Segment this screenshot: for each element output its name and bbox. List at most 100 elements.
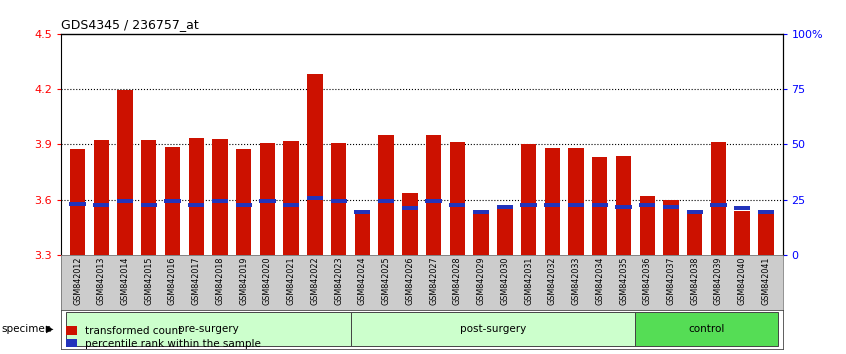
Text: GSM842017: GSM842017 — [192, 257, 201, 305]
Bar — [520, 203, 536, 207]
Bar — [331, 199, 347, 203]
Bar — [212, 199, 228, 203]
Bar — [117, 199, 133, 203]
FancyBboxPatch shape — [350, 312, 635, 346]
Bar — [639, 203, 656, 207]
FancyBboxPatch shape — [66, 312, 350, 346]
Bar — [94, 139, 109, 255]
Legend: transformed count, percentile rank within the sample: transformed count, percentile rank withi… — [66, 326, 261, 349]
Text: GSM842023: GSM842023 — [334, 257, 343, 305]
Bar — [331, 143, 346, 255]
Text: GSM842022: GSM842022 — [310, 257, 320, 305]
Bar — [140, 203, 157, 207]
Bar — [497, 205, 513, 209]
Text: GSM842020: GSM842020 — [263, 257, 272, 305]
Text: GSM842016: GSM842016 — [168, 257, 177, 305]
Text: post-surgery: post-surgery — [460, 324, 526, 334]
Bar — [189, 138, 204, 255]
Bar — [118, 90, 133, 255]
Bar — [260, 143, 275, 255]
Bar — [402, 206, 418, 210]
Bar — [354, 210, 371, 214]
Bar — [402, 193, 418, 255]
Text: GSM842018: GSM842018 — [216, 257, 224, 305]
Bar — [69, 202, 85, 206]
Text: ▶: ▶ — [46, 324, 53, 334]
Text: GSM842012: GSM842012 — [73, 257, 82, 305]
Bar — [734, 206, 750, 210]
FancyBboxPatch shape — [635, 312, 777, 346]
Bar — [426, 199, 442, 203]
Text: GSM842036: GSM842036 — [643, 257, 651, 305]
Bar — [93, 203, 109, 207]
Bar — [758, 210, 773, 255]
Bar — [568, 203, 584, 207]
Text: GSM842030: GSM842030 — [500, 257, 509, 305]
Bar — [615, 205, 632, 209]
Bar — [521, 144, 536, 255]
Bar — [687, 210, 703, 214]
Text: GSM842039: GSM842039 — [714, 257, 723, 305]
Text: GSM842014: GSM842014 — [120, 257, 129, 305]
Text: GSM842041: GSM842041 — [761, 257, 771, 305]
Text: GSM842013: GSM842013 — [96, 257, 106, 305]
Bar — [497, 205, 513, 255]
Bar — [283, 142, 299, 255]
Bar — [235, 203, 252, 207]
Bar — [188, 203, 205, 207]
Text: GSM842040: GSM842040 — [738, 257, 747, 305]
Bar — [591, 203, 608, 207]
Text: GSM842015: GSM842015 — [144, 257, 153, 305]
Bar — [545, 148, 560, 255]
Bar — [307, 74, 322, 255]
Bar — [473, 210, 489, 214]
Bar — [663, 205, 679, 209]
Text: GSM842029: GSM842029 — [476, 257, 486, 305]
Bar — [640, 196, 655, 255]
Text: GSM842033: GSM842033 — [572, 257, 580, 305]
Text: GSM842031: GSM842031 — [524, 257, 533, 305]
Text: GSM842038: GSM842038 — [690, 257, 700, 305]
Bar — [449, 203, 465, 207]
Bar — [711, 203, 727, 207]
Text: GDS4345 / 236757_at: GDS4345 / 236757_at — [61, 18, 199, 31]
Bar — [70, 149, 85, 255]
Bar — [687, 214, 702, 255]
Text: GSM842021: GSM842021 — [287, 257, 295, 305]
Text: GSM842024: GSM842024 — [358, 257, 367, 305]
Bar — [758, 210, 774, 214]
Bar — [354, 212, 370, 255]
Bar — [616, 156, 631, 255]
Bar — [260, 199, 276, 203]
Text: GSM842032: GSM842032 — [548, 257, 557, 305]
Bar — [734, 211, 750, 255]
Bar — [592, 157, 607, 255]
Text: GSM842027: GSM842027 — [429, 257, 438, 305]
Bar — [426, 135, 442, 255]
Bar — [165, 147, 180, 255]
Bar — [164, 199, 180, 203]
Text: GSM842037: GSM842037 — [667, 257, 675, 305]
Bar — [212, 139, 228, 255]
Bar — [663, 200, 678, 255]
Bar — [141, 139, 157, 255]
Text: control: control — [689, 324, 725, 334]
Bar — [236, 149, 251, 255]
Bar — [378, 199, 394, 203]
Bar — [449, 142, 465, 255]
Bar — [711, 142, 726, 255]
Text: GSM842035: GSM842035 — [619, 257, 628, 305]
Text: GSM842019: GSM842019 — [239, 257, 248, 305]
Bar — [307, 196, 323, 200]
Text: GSM842025: GSM842025 — [382, 257, 391, 305]
Text: GSM842026: GSM842026 — [405, 257, 415, 305]
Bar — [544, 203, 560, 207]
Text: specimen: specimen — [2, 324, 52, 334]
Text: pre-surgery: pre-surgery — [178, 324, 239, 334]
Text: GSM842034: GSM842034 — [596, 257, 604, 305]
Text: GSM842028: GSM842028 — [453, 257, 462, 305]
Bar — [569, 148, 584, 255]
Bar — [474, 210, 489, 255]
Bar — [378, 135, 394, 255]
Bar — [283, 203, 299, 207]
